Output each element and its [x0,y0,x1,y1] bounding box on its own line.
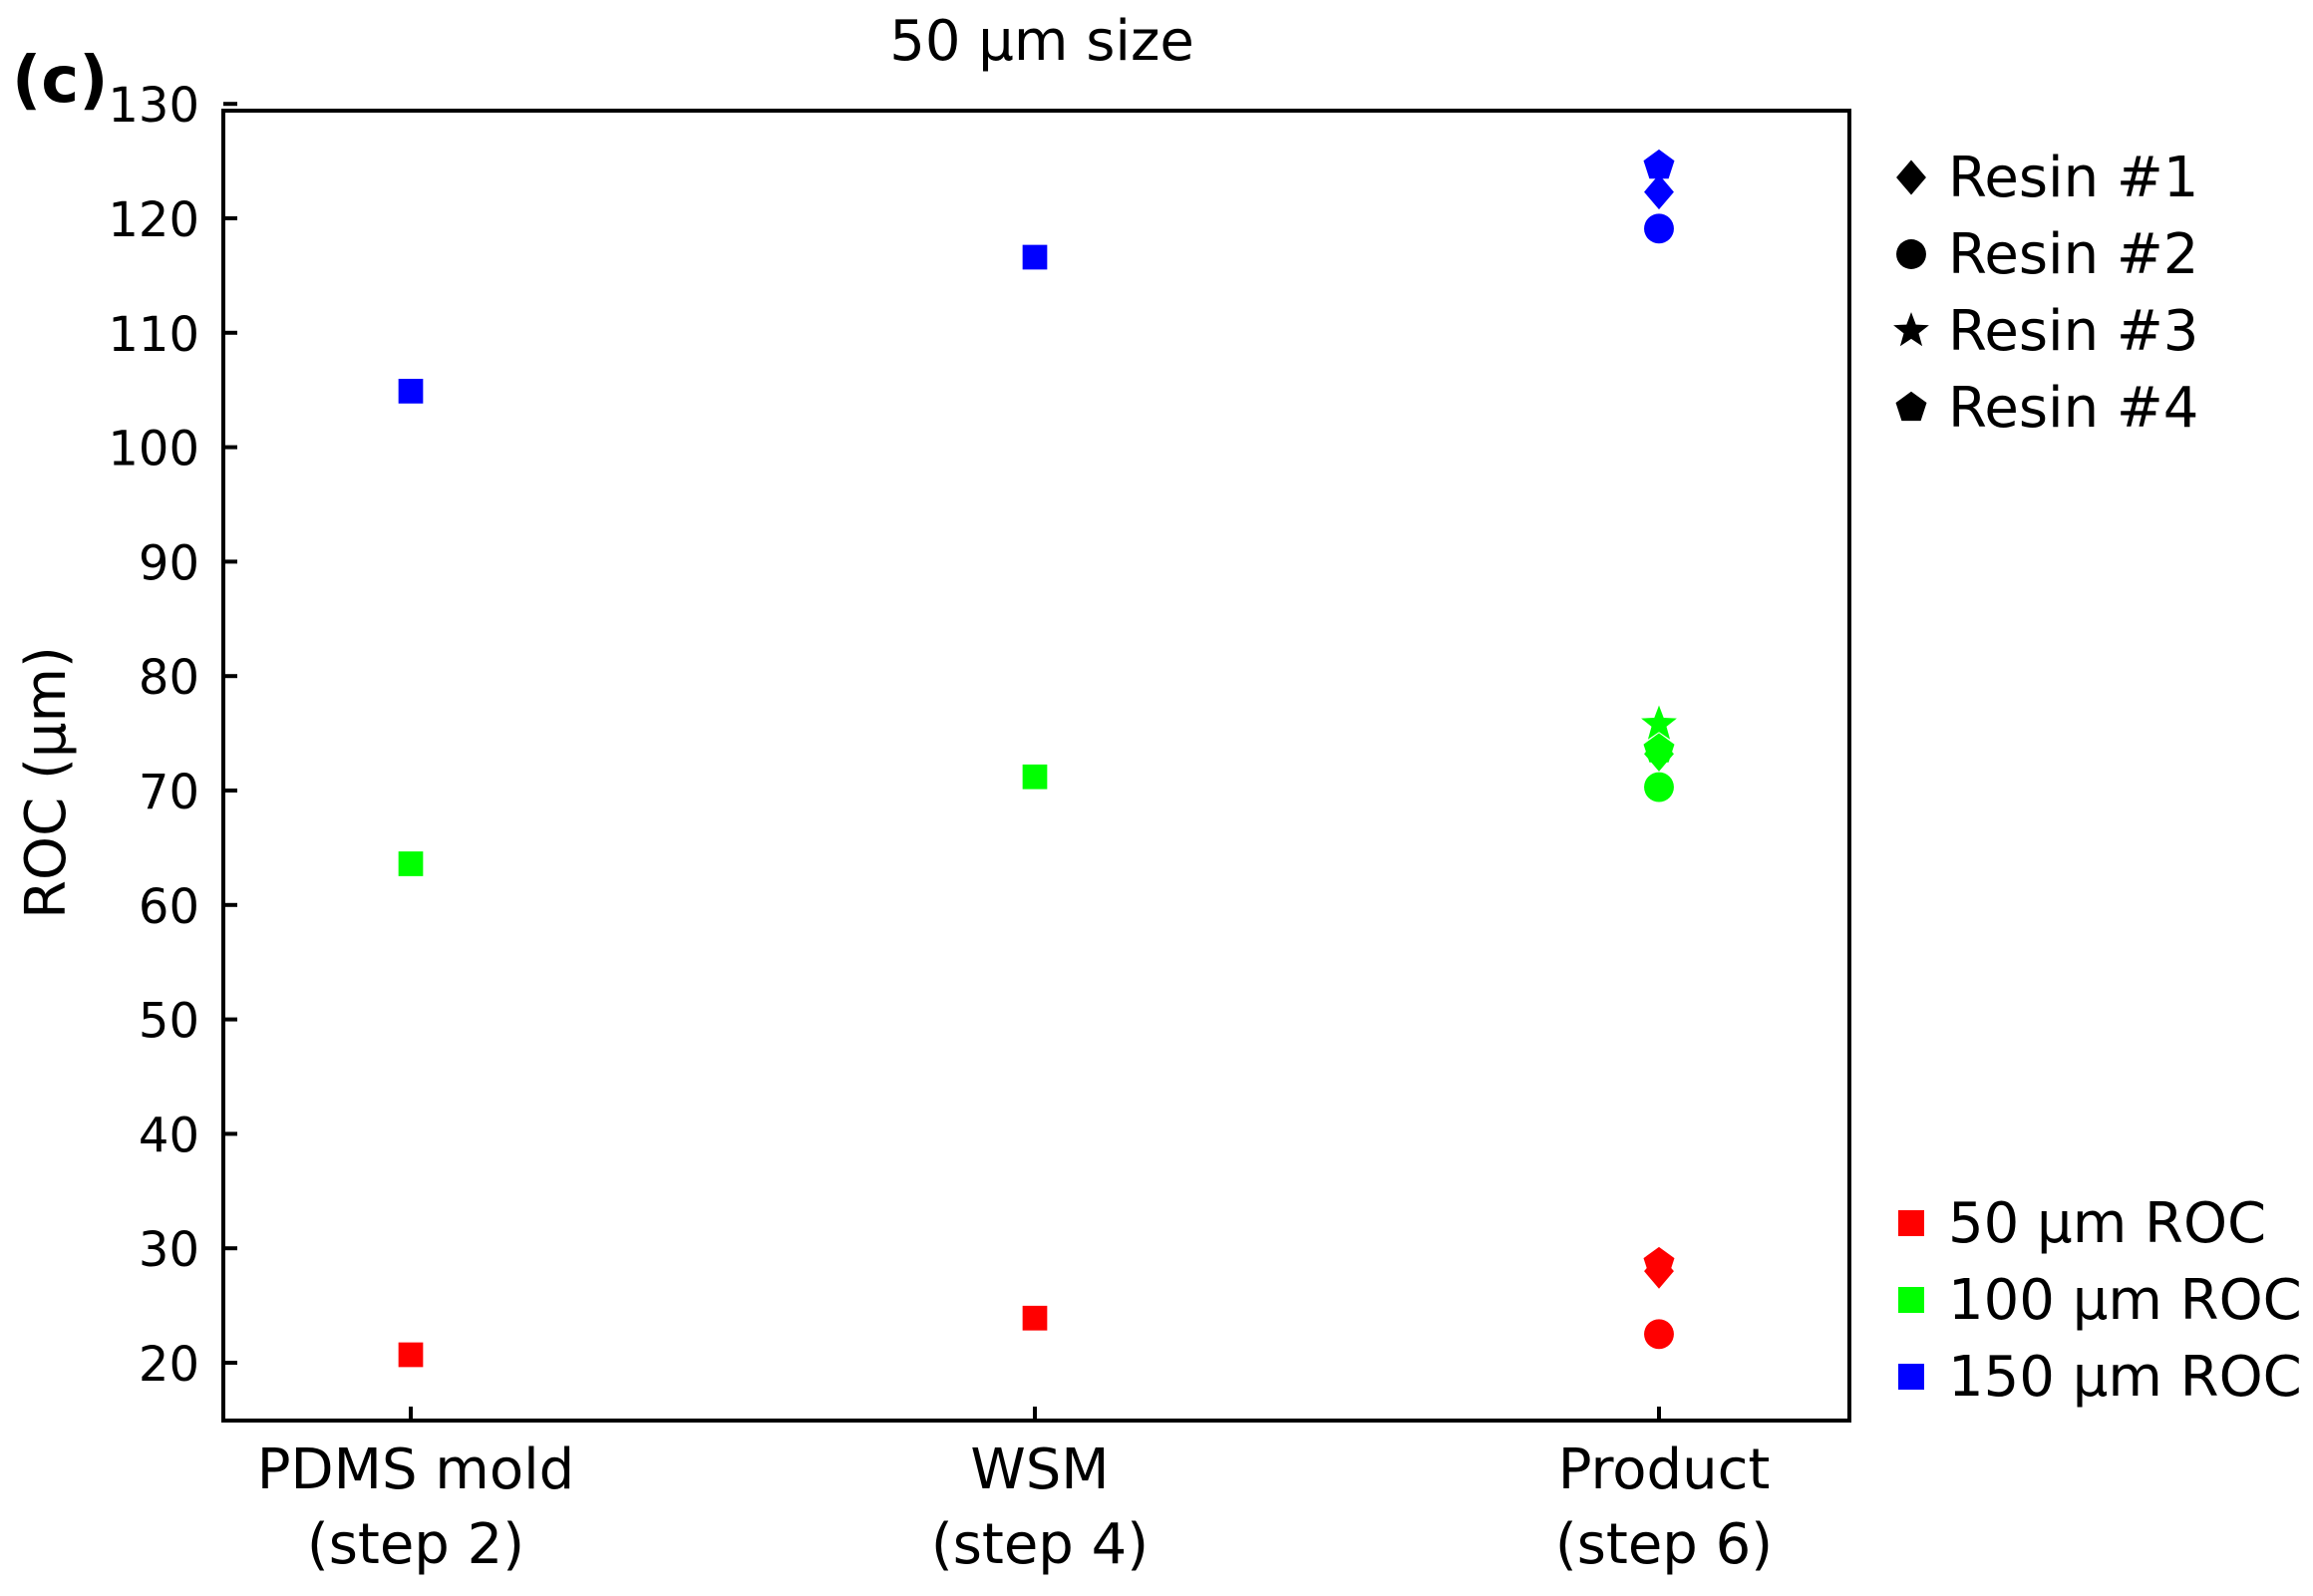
legend-marker-circle-icon [1896,239,1926,269]
y-tick-label: 30 [139,1222,199,1278]
legend-color-swatch [1898,1210,1924,1236]
y-tick-label: 60 [139,879,199,935]
axis-ticks: 20 30 40 50 60 70 80 90 100 110 120 130 PDMS mold (st… [108,78,1773,1577]
y-tick-label: 90 [139,535,199,591]
y-tick-label: 120 [108,192,199,248]
y-tick-label: 50 [139,994,199,1050]
data-point [1644,1253,1674,1289]
legend-markers: Resin #1 Resin #2 Resin #3 Resin #4 [1893,146,2198,441]
y-tick-label: 40 [139,1108,199,1163]
y-tick-label: 80 [139,650,199,706]
x-tick-label: Product [1558,1437,1771,1502]
data-point [398,378,424,404]
data-point [1644,736,1674,772]
legend-marker-diamond-icon [1896,160,1926,195]
y-tick-label: 130 [108,78,199,134]
data-point [398,851,424,876]
legend-marker-label: Resin #4 [1948,376,2198,441]
y-tick-label: 100 [108,422,199,478]
legend-marker-label: Resin #2 [1948,222,2198,287]
data-point [1643,149,1675,179]
data-point [1644,174,1674,210]
y-tick-label: 20 [139,1337,199,1393]
data-point [1022,244,1048,270]
plot-frame [221,109,1851,1423]
legend-color-label: 50 μm ROC [1948,1191,2266,1256]
legend-color-swatch [1898,1364,1924,1390]
legend-colors: 50 μm ROC 100 μm ROC 150 μm ROC [1898,1191,2302,1410]
data-point [1644,772,1674,802]
data-point [398,1342,424,1368]
data-point [1022,1305,1048,1331]
y-axis-label: ROC (μm) [14,646,79,919]
legend-marker-label: Resin #3 [1948,299,2198,364]
x-tick-label: WSM [970,1437,1109,1502]
plot-points [398,149,1677,1368]
x-tick-label: PDMS mold [257,1437,574,1502]
data-point [1644,1319,1674,1350]
legend-marker-star-icon [1893,312,1929,347]
data-point [1022,764,1048,790]
y-tick-label: 70 [139,765,199,820]
legend-color-swatch [1898,1287,1924,1313]
y-tick-label: 110 [108,307,199,363]
panel-label: (c) [12,44,108,118]
x-tick-label-sub: (step 6) [1555,1512,1773,1577]
legend-color-label: 100 μm ROC [1948,1268,2302,1333]
legend-color-label: 150 μm ROC [1948,1345,2302,1410]
legend-marker-pentagon-icon [1895,391,1927,422]
x-tick-label-sub: (step 2) [307,1512,524,1577]
x-tick-label-sub: (step 4) [931,1512,1149,1577]
data-point [1644,213,1674,244]
chart-title: 50 μm size [889,9,1194,74]
legend-marker-label: Resin #1 [1948,146,2198,210]
data-point [1641,705,1677,740]
